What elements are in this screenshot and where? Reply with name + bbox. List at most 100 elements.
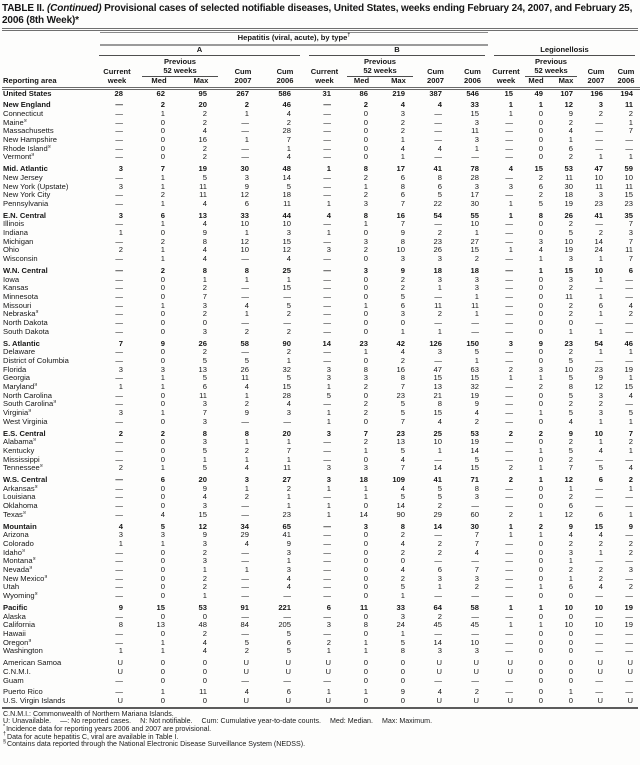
value-cell: 4 xyxy=(628,390,633,400)
value-cell: — xyxy=(115,687,123,697)
value-cell: 1 xyxy=(568,483,573,493)
value-cell: 1 xyxy=(628,373,633,383)
value-cell: 1 xyxy=(244,228,249,238)
footnote-section: §Contains data reported through the Nati… xyxy=(3,739,306,749)
value-cell: 20 xyxy=(198,100,207,110)
value-cell: U xyxy=(627,658,633,668)
value-cell: — xyxy=(434,291,442,301)
value-cell: 0 xyxy=(363,629,368,638)
value-cell: 8 xyxy=(244,428,249,438)
value-cell: 3 xyxy=(118,164,123,174)
cum-2006-header-l: 2006 xyxy=(611,76,640,90)
value-cell: 0 xyxy=(363,254,368,264)
table-row: W.N. Central — 2 8 8 25 — 3 9 18 18 — 1 15 10 6 xyxy=(2,264,640,276)
value-cell: 1 xyxy=(400,326,405,336)
value-cell: 4 xyxy=(202,219,207,229)
value-cell: 95 xyxy=(198,88,207,98)
value-cell: 1 xyxy=(598,347,603,357)
value-cell: 2 xyxy=(118,245,123,255)
table-row: U.S. Virgin Islands U 0 0 U U U 0 0 U U U 0 0 U U xyxy=(2,695,640,706)
value-cell: 3 xyxy=(244,172,249,182)
value-cell: — xyxy=(115,291,123,301)
value-cell: 3 xyxy=(326,245,331,255)
value-cell: 7 xyxy=(286,445,291,455)
value-cell: 3 xyxy=(437,274,442,284)
value-cell: 47 xyxy=(594,164,603,174)
value-cell: 12 xyxy=(240,190,249,200)
value-cell: 26 xyxy=(198,338,207,348)
value-cell: 3 xyxy=(363,463,368,473)
value-cell: 1 xyxy=(363,347,368,357)
value-cell: 1 xyxy=(400,629,405,638)
value-cell: 8 xyxy=(400,181,405,191)
reporting-area-cell: Puerto Rico xyxy=(3,687,43,697)
value-cell: 4 xyxy=(202,637,207,647)
value-cell: 11 xyxy=(199,687,207,697)
med-column-header-b: Med xyxy=(343,76,380,90)
value-cell: 0 xyxy=(538,675,543,685)
value-cell: — xyxy=(434,117,442,127)
value-cell: 10 xyxy=(594,620,603,630)
value-cell: 1 xyxy=(598,309,603,319)
value-cell: 10 xyxy=(240,245,249,255)
value-cell: 5 xyxy=(568,355,573,365)
value-cell: 4 xyxy=(400,565,405,575)
value-cell: 23 xyxy=(564,338,573,348)
value-cell: 10 xyxy=(470,219,479,229)
reporting-area-cell: West Virginia xyxy=(3,417,48,426)
value-cell: 3 xyxy=(363,236,368,246)
value-cell: 6 xyxy=(568,501,573,511)
value-cell: 27 xyxy=(470,236,479,246)
value-cell: — xyxy=(625,143,633,153)
value-cell: 1 xyxy=(437,445,442,455)
table-row: Arizona 3 3 9 29 41 — 0 2 — 7 1 1 4 4 — xyxy=(2,531,640,540)
value-cell: — xyxy=(241,254,249,264)
value-cell: U xyxy=(243,658,249,668)
value-cell: 1 xyxy=(538,254,543,264)
value-cell: 14 xyxy=(396,501,405,511)
value-cell: 0 xyxy=(160,565,165,575)
value-cell: 3 xyxy=(202,300,207,310)
value-cell: 2 xyxy=(286,117,291,127)
table-row: Kansas — 0 2 — 15 — 0 2 1 3 — 0 2 — — xyxy=(2,284,640,293)
value-cell: 18 xyxy=(564,190,573,200)
value-cell: 4 xyxy=(286,582,291,592)
value-cell: 4 xyxy=(244,463,249,473)
value-cell: — xyxy=(471,556,479,566)
value-cell: 0 xyxy=(363,291,368,301)
value-cell: 11 xyxy=(199,190,207,200)
value-cell: 1 xyxy=(598,326,603,336)
cum-2006-header-b: 2006 xyxy=(454,76,491,90)
value-cell: 19 xyxy=(564,198,573,208)
value-cell: — xyxy=(505,318,513,328)
value-cell: 4 xyxy=(568,126,573,136)
value-cell: 15 xyxy=(282,283,291,293)
value-cell: 11 xyxy=(565,291,573,301)
value-cell: 2 xyxy=(474,582,479,592)
value-cell: 49 xyxy=(534,88,543,98)
table-row: Ohio 2 1 4 10 12 3 2 10 26 15 1 4 19 24 11 xyxy=(2,246,640,255)
value-cell: — xyxy=(323,347,331,357)
value-cell: 4 xyxy=(286,108,291,118)
value-cell: 2 xyxy=(400,547,405,557)
value-cell: — xyxy=(115,219,123,229)
value-cell: — xyxy=(323,556,331,566)
reporting-area-cell: Maryland§ xyxy=(3,383,38,392)
value-cell: U xyxy=(597,658,603,668)
value-cell: 15 xyxy=(470,108,479,118)
value-cell: — xyxy=(434,318,442,328)
value-cell: 8 xyxy=(363,164,368,174)
value-cell: 5 xyxy=(286,629,291,638)
value-cell: U xyxy=(285,695,291,705)
table-row: Maine§ — 0 2 — 2 — 0 2 — 3 — 0 2 — 1 xyxy=(2,117,640,128)
value-cell: 0 xyxy=(538,501,543,511)
value-cell: 19 xyxy=(198,164,207,174)
value-cell: 2 xyxy=(160,265,165,275)
reporting-area-header: Reporting area xyxy=(2,76,96,90)
reporting-area-cell: New York (Upstate) xyxy=(3,182,69,191)
value-cell: 8 xyxy=(400,646,405,656)
value-cell: — xyxy=(241,283,249,293)
value-cell: 46 xyxy=(624,338,633,348)
value-cell: 0 xyxy=(160,399,165,409)
value-cell: — xyxy=(323,399,331,409)
